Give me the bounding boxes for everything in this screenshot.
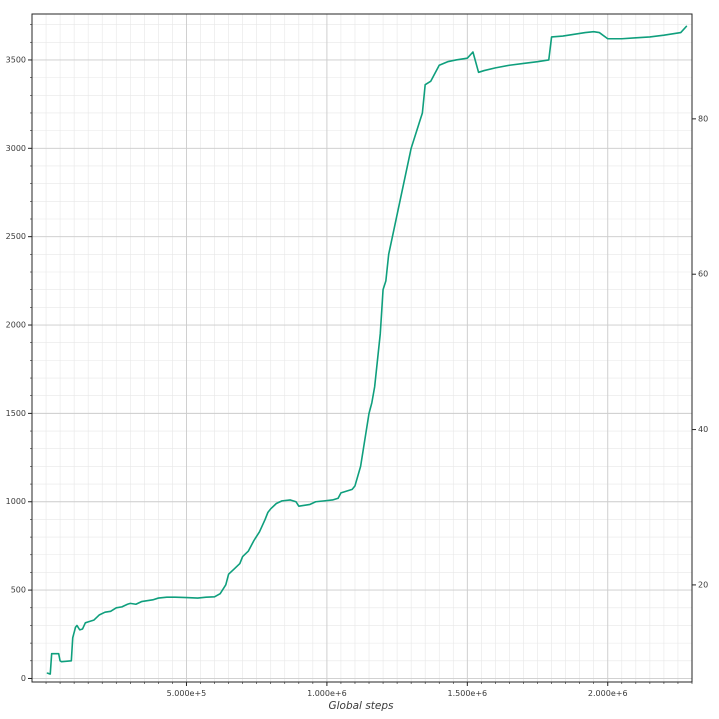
- series-line: [46, 25, 688, 675]
- svg-text:3000: 3000: [6, 144, 26, 153]
- svg-text:1000: 1000: [6, 497, 26, 506]
- svg-text:20: 20: [698, 580, 708, 589]
- svg-text:40: 40: [698, 425, 708, 434]
- svg-text:2.000e+6: 2.000e+6: [588, 689, 628, 698]
- svg-text:2500: 2500: [6, 232, 26, 241]
- grid-major: [32, 14, 692, 682]
- plot-frame: [31, 13, 693, 683]
- svg-text:1.500e+6: 1.500e+6: [448, 689, 488, 698]
- grid-minor: [32, 14, 693, 682]
- svg-text:1500: 1500: [6, 409, 26, 418]
- svg-text:0: 0: [21, 674, 26, 683]
- svg-text:60: 60: [698, 270, 708, 279]
- svg-text:5.000e+5: 5.000e+5: [167, 689, 207, 698]
- svg-text:2000: 2000: [6, 321, 26, 330]
- axis-ticks-and-labels: 0 500 1000 1500 2000 2500 3000 3500 20 40 60 80 5.00…: [6, 24, 708, 698]
- svg-text:80: 80: [698, 114, 708, 123]
- svg-text:1.000e+6: 1.000e+6: [307, 689, 347, 698]
- plot-area: 0 500 1000 1500 2000 2500 3000 3500 20 40 60 80 5.00…: [6, 13, 708, 698]
- svg-text:500: 500: [11, 586, 26, 595]
- x-axis-label: Global steps: [328, 700, 394, 712]
- svg-text:3500: 3500: [6, 55, 26, 64]
